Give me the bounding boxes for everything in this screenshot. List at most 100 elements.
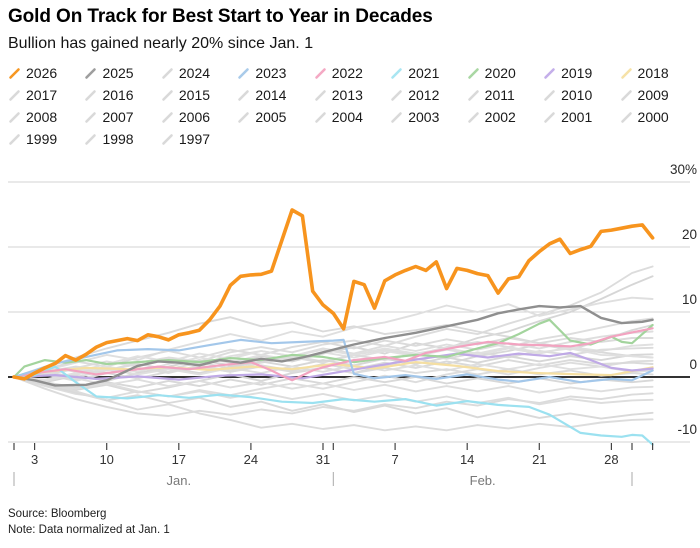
legend-item-2022: 2022 (314, 65, 390, 81)
legend-swatch-icon (467, 89, 479, 101)
legend-year-label: 2024 (178, 65, 211, 81)
legend-swatch-icon (620, 111, 632, 123)
legend-item-2019: 2019 (543, 65, 619, 81)
legend-item-2003: 2003 (390, 109, 466, 125)
legend-swatch-icon (85, 67, 97, 79)
x-tick-label: 10 (99, 452, 113, 467)
series-line-2001 (13, 372, 654, 394)
legend-year-label: 2010 (561, 87, 593, 103)
legend-year-label: 2026 (26, 65, 58, 81)
legend-item-2021: 2021 (390, 65, 466, 81)
legend-item-2024: 2024 (161, 65, 237, 81)
legend-item-2015: 2015 (161, 87, 237, 103)
legend-swatch-icon (162, 67, 173, 79)
legend-item-2000: 2000 (620, 109, 696, 125)
legend-item-2007: 2007 (84, 109, 160, 125)
legend-swatch-icon (314, 111, 326, 123)
legend-item-2001: 2001 (543, 109, 619, 125)
y-tick-label: 10 (682, 292, 697, 307)
legend-item-2020: 2020 (467, 65, 543, 81)
series-line-2023 (12, 338, 654, 384)
legend-item-2005: 2005 (237, 109, 313, 125)
legend-swatch-icon (238, 111, 250, 123)
series-line-1998 (13, 346, 654, 378)
legend-year-label: 2020 (484, 65, 516, 81)
legend-swatch-icon (85, 111, 97, 123)
legend-item-2018: 2018 (620, 65, 696, 81)
legend-swatch-icon (544, 67, 555, 79)
x-axis: 3 10 17 24 31 7 14 21 28 Jan. Feb. (13, 443, 654, 488)
legend-year-label: 2015 (178, 87, 211, 103)
series-line-2014 (13, 296, 654, 378)
y-tick-label: 30% (670, 162, 697, 177)
legend-swatch-icon (391, 89, 403, 101)
legend-item-2014: 2014 (237, 87, 313, 103)
y-tick-label: 0 (689, 357, 697, 372)
y-tick-label: -10 (677, 422, 697, 437)
series-line-2002 (13, 346, 654, 378)
legend-swatch-icon (9, 133, 20, 145)
legend-year-label: 2009 (637, 87, 669, 103)
legend-item-2025: 2025 (84, 65, 160, 81)
legend-item-2016: 2016 (84, 87, 160, 103)
y-tick-label: 20 (682, 227, 697, 242)
legend-swatch-icon (544, 111, 555, 123)
legend-year-label: 2013 (331, 87, 363, 103)
chart-footnote: Source: Bloomberg Note: Data normalized … (8, 506, 170, 538)
series-line-2025 (12, 304, 654, 387)
legend-year-label: 2011 (484, 87, 515, 103)
legend-swatch-icon (314, 67, 326, 79)
legend-swatch-icon (9, 111, 20, 123)
series-line-2004 (13, 359, 654, 381)
legend-item-2023: 2023 (237, 65, 313, 81)
legend-year-label: 2014 (255, 87, 287, 103)
legend-year-label: 2001 (561, 109, 593, 125)
legend-swatch-icon (162, 133, 173, 145)
legend-year-label: 2025 (102, 65, 134, 81)
legend-item-2009: 2009 (620, 87, 696, 103)
page-title: Gold On Track for Best Start to Year in … (8, 6, 433, 27)
legend-item-1998: 1998 (84, 131, 160, 147)
month-label: Jan. (167, 473, 192, 488)
legend-year-label: 2021 (408, 65, 440, 81)
legend-swatch-icon (391, 67, 403, 79)
series-line-2021 (12, 365, 654, 446)
legend-year-label: 2017 (26, 87, 58, 103)
legend-swatch-icon (9, 67, 20, 79)
source-line: Source: Bloomberg (8, 508, 107, 520)
legend-item-2002: 2002 (467, 109, 543, 125)
legend-item-2004: 2004 (314, 109, 390, 125)
x-tick-label: 3 (31, 452, 38, 467)
line-chart: 30% 20 10 0 -10 3 10 17 24 31 7 14 21 28 Jan. Feb. (8, 162, 697, 488)
x-tick-label: 28 (604, 452, 618, 467)
legend-year-label: 1997 (178, 131, 211, 147)
legend-swatch-icon (467, 111, 479, 123)
legend-year-label: 1998 (102, 131, 134, 147)
legend-swatch-icon (620, 67, 632, 79)
x-tick-label: 24 (244, 452, 258, 467)
legend-item-2010: 2010 (543, 87, 619, 103)
legend-item-2012: 2012 (390, 87, 466, 103)
legend-year-label: 2019 (561, 65, 593, 81)
legend-swatch-icon (9, 89, 20, 101)
x-tick-label: 17 (172, 452, 186, 467)
legend-year-label: 2006 (178, 109, 211, 125)
legend-item-1997: 1997 (161, 131, 237, 147)
legend-item-1999: 1999 (8, 131, 84, 147)
series-line-2020 (12, 318, 654, 379)
y-axis-labels: 30% 20 10 0 -10 (670, 162, 697, 437)
page-subtitle: Bullion has gained nearly 20% since Jan.… (8, 35, 314, 52)
legend-item-2026: 2026 (8, 65, 84, 81)
series-line-2019 (12, 351, 654, 381)
legend-swatch-icon (314, 89, 326, 101)
legend-year-label: 2007 (102, 109, 134, 125)
legend-year-label: 2004 (331, 109, 363, 125)
legend-item-2013: 2013 (314, 87, 390, 103)
legend-year-label: 2003 (408, 109, 440, 125)
legend-year-label: 1999 (26, 131, 58, 147)
legend: 2026 2025 2024 2023 2022 2021 2020 2019 2018 2017… (8, 65, 696, 147)
legend-year-label: 2005 (255, 109, 287, 125)
note-line: Note: Data normalized at Jan. 1 (8, 524, 170, 536)
legend-swatch-icon (391, 111, 403, 123)
